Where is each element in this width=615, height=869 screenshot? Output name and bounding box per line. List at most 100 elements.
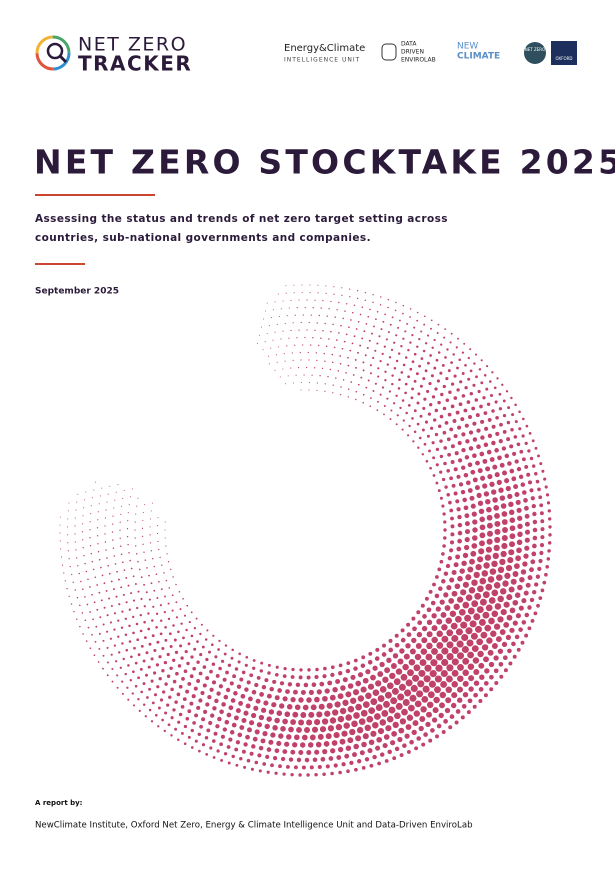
dot <box>501 511 508 517</box>
dot <box>377 761 381 766</box>
dot <box>249 751 254 756</box>
dot <box>276 323 278 325</box>
dot <box>217 716 222 722</box>
dot <box>524 513 530 519</box>
dot <box>489 481 495 487</box>
dot <box>172 679 177 684</box>
partner-text: ENVIROLAB <box>401 57 436 64</box>
dot <box>408 704 415 712</box>
dot <box>486 522 493 529</box>
dot <box>120 553 123 556</box>
dot <box>73 610 75 613</box>
dot <box>63 572 65 574</box>
dot <box>306 749 312 756</box>
dot <box>425 653 433 661</box>
dot <box>383 405 386 407</box>
dot <box>224 719 230 725</box>
dot <box>453 434 458 439</box>
dot <box>472 437 478 442</box>
logo: NET ZERO TRACKER <box>35 34 191 76</box>
dot <box>426 711 432 718</box>
dot <box>495 415 499 420</box>
dot <box>266 747 272 752</box>
dot <box>493 581 501 589</box>
dot <box>59 524 61 526</box>
dot <box>460 489 466 495</box>
dot <box>324 390 326 392</box>
dot <box>357 672 364 678</box>
dot <box>295 374 297 376</box>
dot <box>316 322 318 324</box>
dot <box>244 663 248 667</box>
dot <box>494 528 501 535</box>
dot <box>290 773 294 777</box>
dot <box>60 556 63 558</box>
dot <box>446 664 454 672</box>
dot <box>187 709 192 714</box>
dot <box>185 628 188 632</box>
dot <box>419 414 423 418</box>
dot <box>416 422 420 426</box>
dot <box>408 424 411 428</box>
dot <box>129 559 132 562</box>
dot <box>82 515 84 517</box>
dot <box>347 356 349 359</box>
dot <box>463 472 469 478</box>
dot <box>461 372 465 375</box>
dot <box>128 624 131 628</box>
dot <box>131 488 133 490</box>
dot <box>310 704 317 711</box>
dot <box>493 668 499 674</box>
dot <box>219 742 223 747</box>
dot <box>177 630 180 634</box>
dot <box>443 571 449 576</box>
dot <box>462 680 469 687</box>
dot <box>531 503 536 509</box>
dot <box>421 695 429 703</box>
dot <box>341 730 348 737</box>
dot <box>118 603 121 606</box>
dot <box>385 725 392 732</box>
dot <box>439 439 443 443</box>
dot <box>513 563 520 570</box>
dot <box>137 653 141 657</box>
dot <box>223 752 228 756</box>
dot <box>477 585 484 593</box>
dot <box>349 288 351 290</box>
dot <box>411 417 414 420</box>
dot <box>463 544 470 551</box>
dot <box>83 507 85 509</box>
dot <box>337 746 344 753</box>
dot <box>172 708 176 712</box>
dot <box>429 426 434 430</box>
dot <box>432 707 439 714</box>
dot <box>451 590 458 597</box>
dot <box>524 545 530 551</box>
dot <box>155 612 159 615</box>
dot <box>76 618 78 620</box>
dot <box>256 343 258 344</box>
dot <box>259 669 264 673</box>
dot <box>491 409 495 413</box>
dot <box>299 351 301 354</box>
dot <box>140 576 143 579</box>
dot <box>296 726 302 733</box>
dot <box>450 516 454 521</box>
dot <box>233 691 238 696</box>
dot <box>180 731 184 735</box>
dot <box>183 724 188 729</box>
partner-text: INTELLIGENCE UNIT <box>284 57 360 64</box>
dot <box>386 682 394 690</box>
dot <box>457 686 463 693</box>
dot <box>131 692 134 695</box>
dot <box>282 300 284 302</box>
dot <box>451 681 458 688</box>
dot <box>416 345 419 348</box>
dot <box>122 497 124 499</box>
dot <box>472 453 477 459</box>
dot <box>74 533 76 535</box>
dot <box>444 485 448 489</box>
dot <box>471 579 478 586</box>
dot <box>514 420 518 424</box>
dot <box>512 620 518 626</box>
